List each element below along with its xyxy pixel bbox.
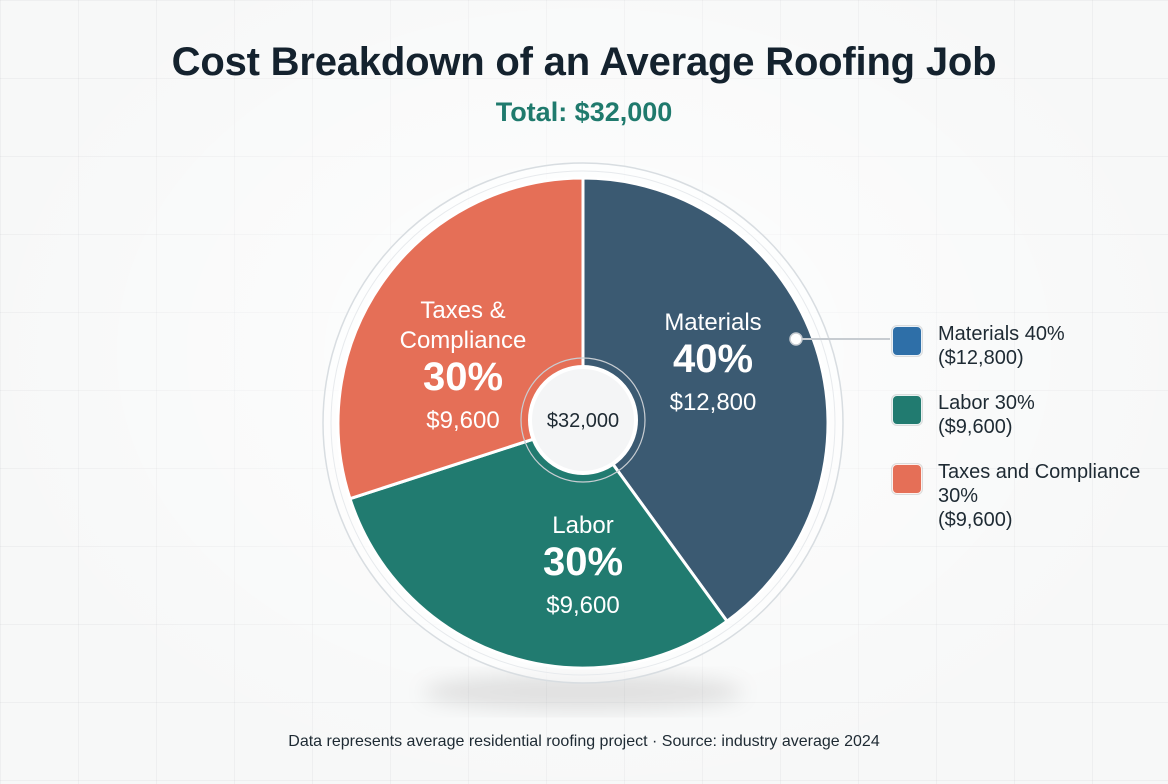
legend-amount: ($9,600) (938, 509, 1013, 531)
slice-label: Labor (552, 512, 613, 539)
legend-label: Taxes and Compliance 30% (938, 461, 1141, 507)
pie-inner-ring (330, 170, 836, 676)
pie-shadow (423, 674, 743, 710)
pie-slice-taxes-compliance (336, 176, 585, 501)
legend-amount: ($9,600) (938, 416, 1013, 438)
pie-slice-labor (348, 421, 729, 670)
chart-subtitle: Total: $32,000 (495, 97, 673, 127)
chart-title: Cost Breakdown of an Average Roofing Job (171, 40, 997, 84)
legend-swatch-taxes (892, 464, 922, 494)
slice-percent-label: 40% (673, 337, 753, 381)
center-total-label: $32,000 (547, 410, 619, 432)
center-ring (520, 357, 646, 483)
slice-label: Materials (664, 309, 761, 336)
center-hole (528, 365, 638, 475)
legend-item-taxes: Taxes and Compliance 30% ($9,600) (892, 460, 1152, 532)
legend-item-labor: Labor 30% ($9,600) (892, 391, 1152, 439)
legend-label: Materials 40% (938, 323, 1065, 345)
slice-label: Compliance (400, 327, 527, 354)
slice-amount-label: $9,600 (426, 407, 499, 434)
pie-slice-materials (581, 176, 830, 623)
slice-label: Taxes & (420, 297, 505, 324)
legend-swatch-labor (892, 395, 922, 425)
legend-item-materials: Materials 40% ($12,800) (892, 322, 1152, 370)
legend-amount: ($12,800) (938, 347, 1024, 369)
slice-percent-label: 30% (423, 355, 503, 399)
slice-amount-label: $12,800 (670, 389, 757, 416)
legend-swatch-materials (892, 326, 922, 356)
legend: Materials 40% ($12,800) Labor 30% ($9,60… (892, 322, 1152, 553)
slice-amount-label: $9,600 (546, 592, 619, 619)
legend-connector-dot (789, 332, 803, 346)
slice-percent-label: 30% (543, 540, 623, 584)
footnote: Data represents average residential roof… (288, 733, 880, 750)
legend-label: Labor 30% (938, 392, 1035, 414)
